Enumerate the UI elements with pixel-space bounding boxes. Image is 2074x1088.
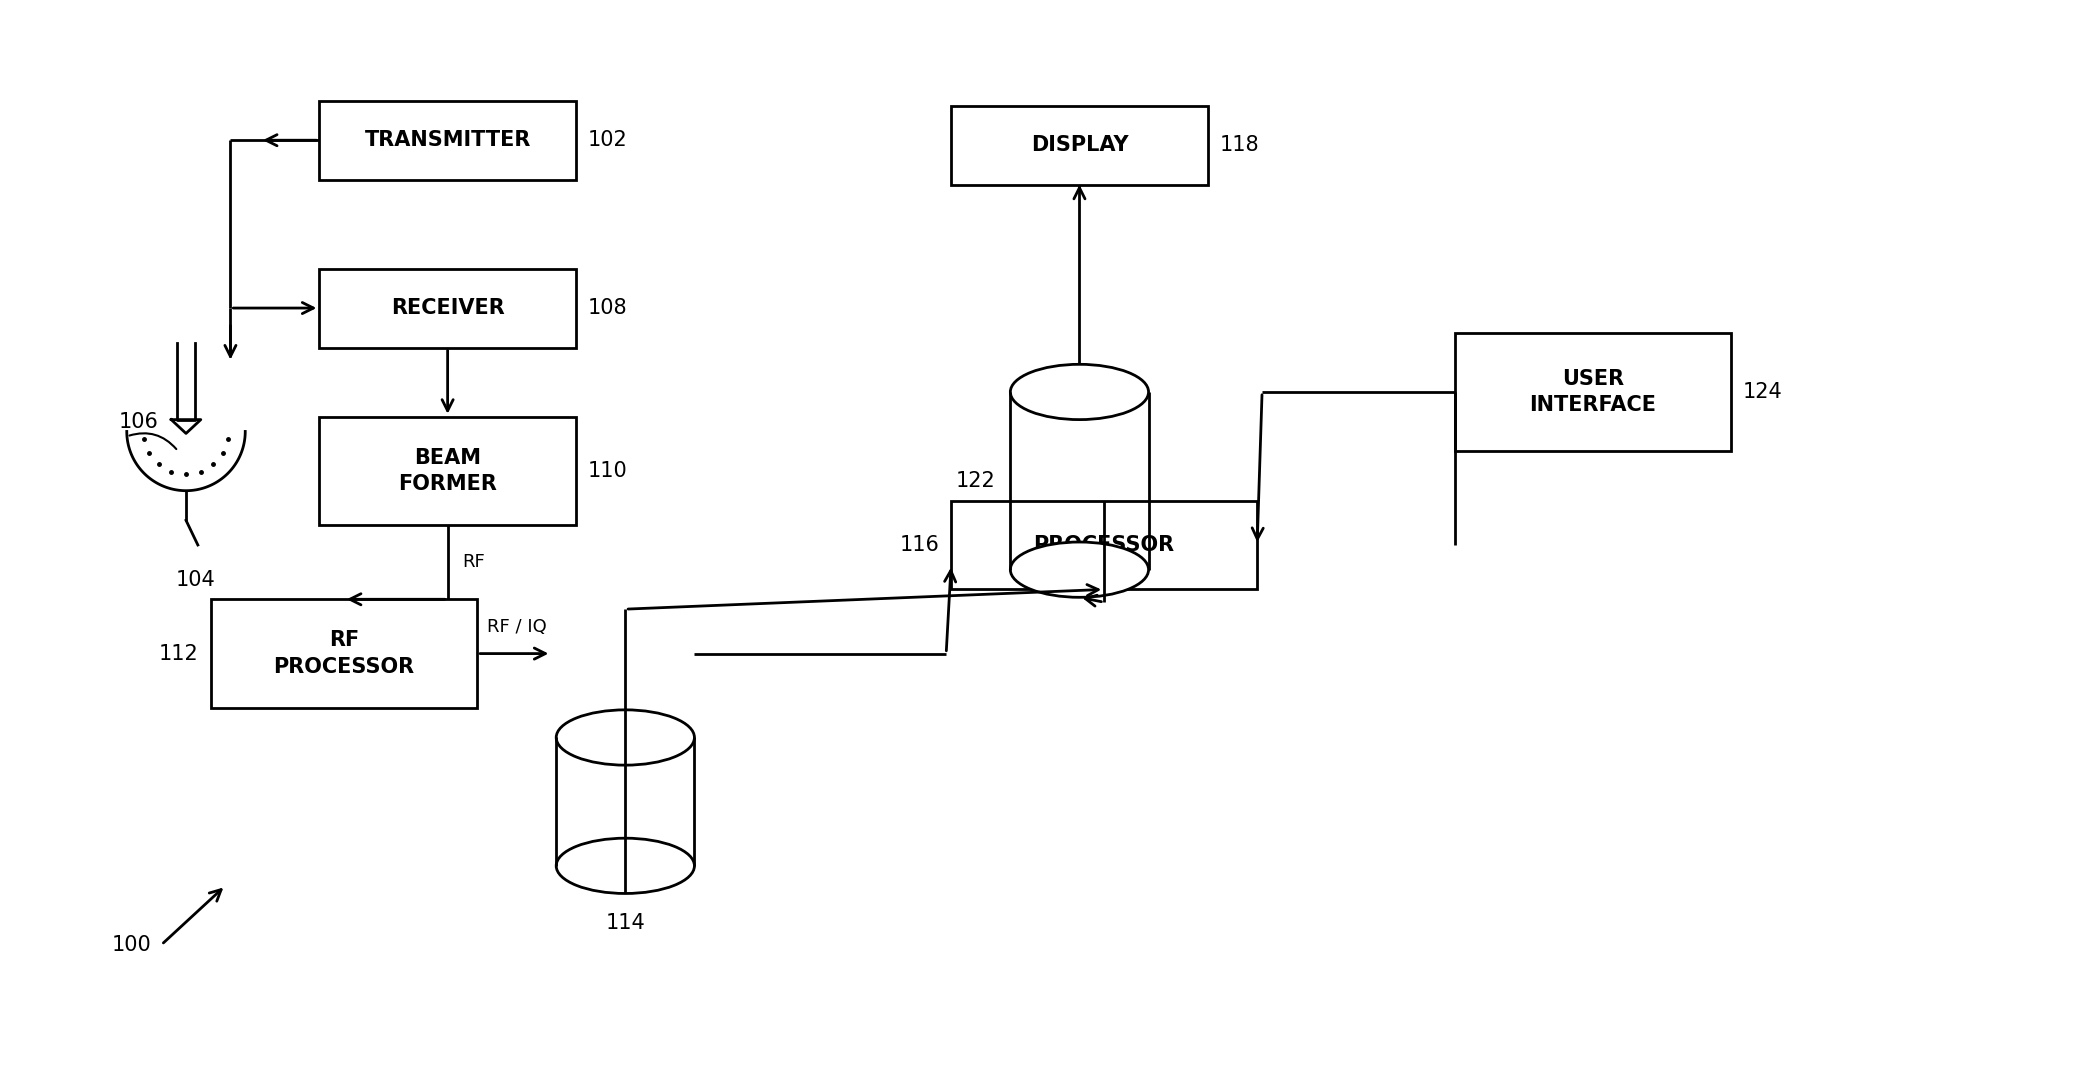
Text: 112: 112 [160,644,199,664]
Text: 118: 118 [1220,135,1259,156]
Text: 108: 108 [587,298,628,318]
Text: PROCESSOR: PROCESSOR [1033,535,1174,555]
Text: RECEIVER: RECEIVER [390,298,504,318]
Bar [952,500,1257,590]
Text: DISPLAY: DISPLAY [1031,135,1128,156]
Text: 104: 104 [176,570,216,590]
Text: RF / IQ: RF / IQ [487,618,548,635]
Text: USER
INTERFACE: USER INTERFACE [1529,369,1657,416]
Text: TRANSMITTER: TRANSMITTER [365,131,531,150]
Polygon shape [172,420,201,433]
Text: 124: 124 [1742,382,1784,401]
Text: 122: 122 [956,471,996,491]
Bar [319,417,577,526]
Bar [212,599,477,708]
Ellipse shape [556,709,695,765]
Bar [319,101,577,180]
Text: 100: 100 [112,935,151,955]
Bar [319,269,577,347]
Text: BEAM
FORMER: BEAM FORMER [398,448,498,494]
Bar [1454,333,1732,452]
Ellipse shape [1010,364,1149,420]
Text: RF
PROCESSOR: RF PROCESSOR [274,630,415,677]
Text: 114: 114 [606,913,645,934]
Polygon shape [176,343,195,420]
Polygon shape [127,432,245,491]
Text: 106: 106 [118,411,158,432]
Text: 102: 102 [587,131,628,150]
Text: 110: 110 [587,461,628,481]
Ellipse shape [1010,542,1149,597]
Text: 116: 116 [900,535,940,555]
Text: RF: RF [463,554,485,571]
Bar [952,106,1207,185]
Ellipse shape [556,838,695,893]
